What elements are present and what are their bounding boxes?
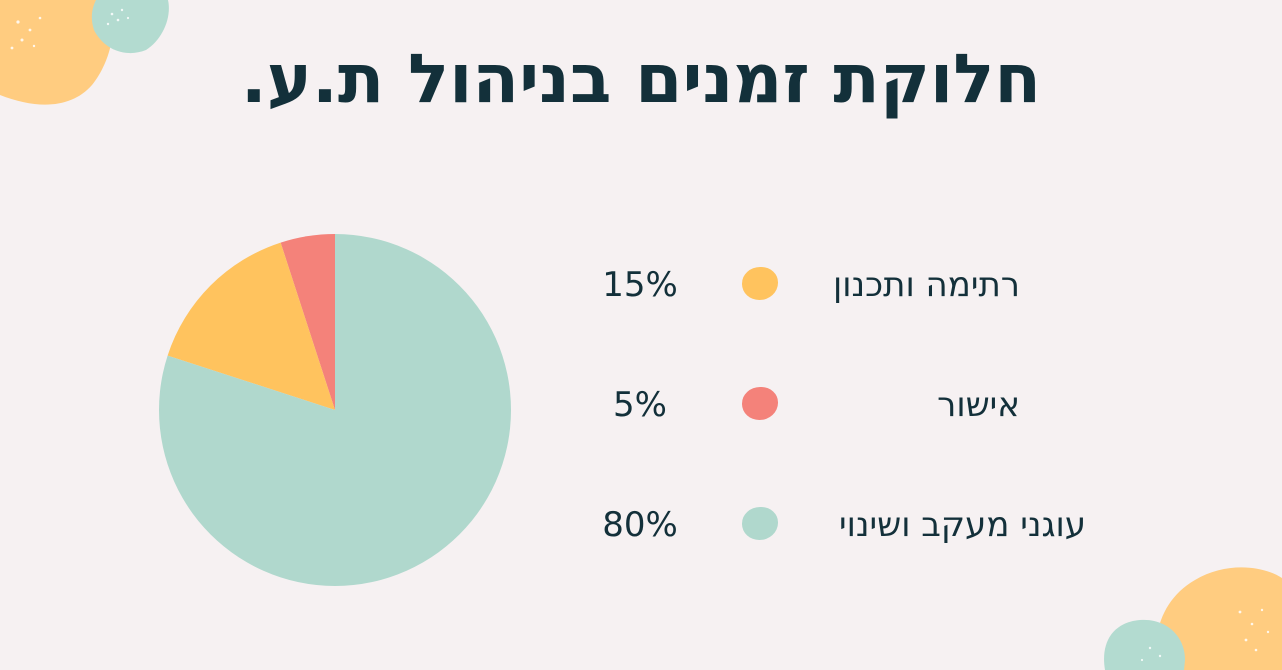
legend-swatch-yellow [742, 267, 778, 300]
pie-slice-approval [280, 234, 335, 410]
legend-item-tracking: 80% עוגני מעקב ושינוי [580, 485, 1140, 605]
top-left-yellow-blob [0, 0, 113, 105]
pie-chart [159, 234, 511, 586]
top-left-dots [10, 8, 130, 50]
bottom-right-teal-blob [1104, 619, 1185, 670]
legend-item-planning: 15% רתימה ותכנון [580, 245, 1140, 365]
legend-label: רתימה ותכנון [833, 265, 1020, 305]
bottom-right-yellow-blob [1156, 567, 1282, 670]
legend-swatch-red [742, 387, 778, 420]
legend-label: אישור [937, 385, 1020, 425]
legend-percent: 5% [613, 385, 667, 425]
legend-swatch-teal [742, 507, 778, 540]
page-title: חלוקת זמנים בניהול ת.ע. [240, 40, 1042, 119]
bottom-right-dots [1140, 608, 1270, 662]
pie-slice-planning [167, 242, 335, 410]
legend-percent: 15% [602, 265, 678, 305]
legend-item-approval: 5% אישור [580, 365, 1140, 485]
legend-percent: 80% [602, 505, 678, 545]
chart-legend: 15% רתימה ותכנון 5% אישור 80% עוגני מעקב… [580, 245, 1140, 605]
legend-label: עוגני מעקב ושינוי [839, 505, 1086, 545]
pie-slice-tracking [159, 234, 511, 586]
